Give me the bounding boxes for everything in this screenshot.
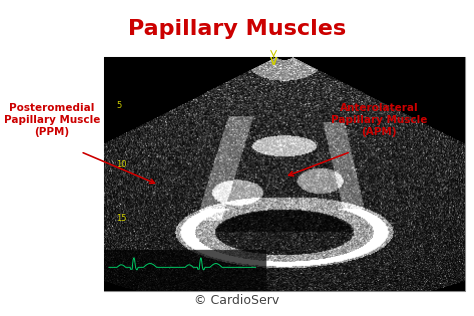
Text: 5: 5 bbox=[116, 101, 121, 110]
Text: Papillary Muscles: Papillary Muscles bbox=[128, 19, 346, 39]
Text: Posteromedial
Papillary Muscle
(PPM): Posteromedial Papillary Muscle (PPM) bbox=[4, 103, 100, 137]
Text: V: V bbox=[270, 57, 277, 67]
Text: © CardioServ: © CardioServ bbox=[194, 294, 280, 307]
Text: Anterolateral
Papillary Muscle
(APM): Anterolateral Papillary Muscle (APM) bbox=[331, 103, 428, 137]
Text: 15: 15 bbox=[116, 214, 127, 222]
Text: 10: 10 bbox=[116, 160, 127, 169]
Bar bbox=[104, 57, 465, 291]
